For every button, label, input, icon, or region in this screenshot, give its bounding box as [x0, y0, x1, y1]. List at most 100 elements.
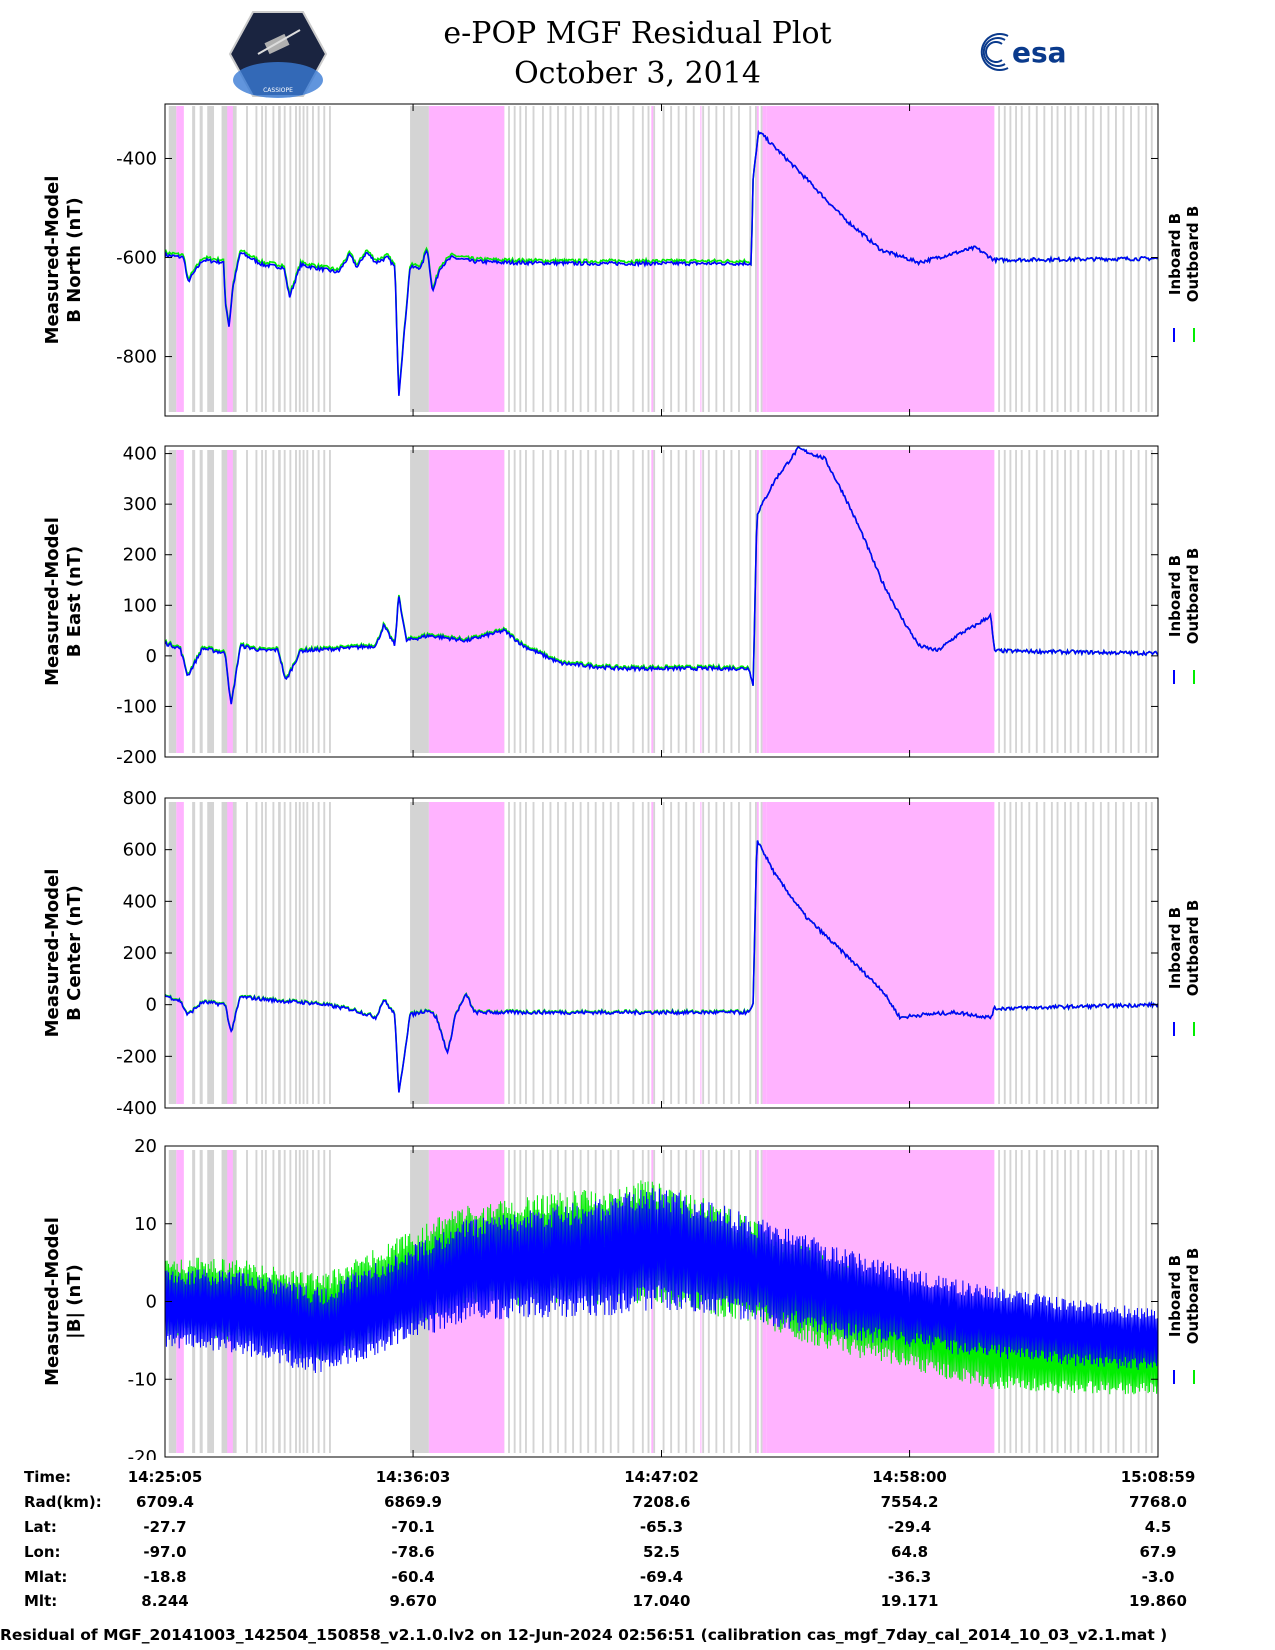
inboard-series-line	[165, 840, 1158, 1093]
gray-band	[508, 450, 510, 753]
legend: Inboard B Outboard B	[1166, 206, 1202, 342]
gray-band	[1009, 106, 1012, 412]
gray-band	[602, 106, 605, 412]
gray-band	[617, 1150, 620, 1453]
gray-band	[677, 1150, 680, 1453]
gray-band	[207, 802, 215, 1104]
info-cell: 67.9	[1139, 1543, 1177, 1561]
gray-band	[564, 1150, 567, 1453]
gray-band	[647, 106, 650, 412]
y-axis-label: Measured-Model|B| (nT)	[42, 1217, 85, 1386]
gray-band	[323, 450, 326, 753]
gray-band	[272, 106, 275, 412]
gray-band	[1056, 450, 1059, 753]
gray-band	[632, 450, 635, 753]
gray-band	[647, 1150, 650, 1453]
y-tick-label: -400	[116, 1098, 157, 1119]
panel-4: 20 10 0 -10 -20 Measured-Model|B| (nT) Inboard…	[42, 1136, 1202, 1460]
residual-chart: -400 -600 -800 Measured-ModelB North (nT) In…	[42, 103, 1202, 1460]
pink-band	[756, 802, 759, 1104]
gray-band	[1015, 802, 1018, 1104]
gray-band	[1107, 1150, 1110, 1453]
info-cell: 4.5	[1144, 1518, 1172, 1536]
gray-band	[283, 450, 286, 753]
gray-band	[1064, 450, 1067, 753]
gray-band	[998, 802, 1001, 1104]
y-tick-label: -20	[128, 1447, 157, 1460]
gray-band	[549, 1150, 552, 1453]
gray-band	[1092, 802, 1095, 1104]
gray-band	[1122, 106, 1125, 412]
info-row-label: Lat:	[24, 1518, 57, 1536]
y-tick-label: -100	[116, 696, 157, 717]
gray-band	[1145, 802, 1148, 1104]
gray-band	[192, 106, 196, 412]
gray-band	[261, 802, 264, 1104]
gray-band	[1003, 450, 1006, 753]
gray-band	[295, 802, 297, 1104]
gray-band	[317, 106, 320, 412]
gray-band	[328, 450, 331, 753]
gray-band	[587, 450, 590, 753]
y-tick-label: 800	[123, 788, 157, 809]
y-tick-label: -200	[116, 747, 157, 768]
y-tick-label: 400	[123, 444, 157, 465]
pink-band	[762, 450, 767, 753]
gray-band	[715, 106, 718, 412]
series-layer	[165, 1180, 1158, 1395]
gray-band	[295, 106, 297, 412]
gray-band	[312, 450, 314, 753]
gray-band	[207, 450, 215, 753]
info-row-label: Mlt:	[24, 1592, 58, 1610]
info-row-label: Lon:	[24, 1543, 61, 1561]
gray-band	[541, 1150, 544, 1453]
info-cell: 6869.9	[384, 1493, 442, 1511]
y-axis-label: Measured-ModelB East (nT)	[42, 517, 85, 686]
gray-band	[312, 106, 314, 412]
pink-band	[762, 1150, 767, 1453]
pink-band	[451, 802, 505, 1104]
pink-band	[700, 106, 702, 412]
gray-band	[1028, 1150, 1031, 1453]
gray-band	[594, 802, 597, 1104]
gray-band	[255, 450, 258, 753]
pink-band	[766, 450, 995, 753]
gray-band	[289, 450, 292, 753]
gray-band	[549, 802, 552, 1104]
pink-band	[756, 450, 759, 753]
gray-band	[715, 802, 718, 1104]
gray-band	[760, 106, 763, 412]
gray-band	[1077, 1150, 1080, 1453]
gray-band	[168, 802, 177, 1104]
gray-band	[722, 450, 725, 753]
gray-band	[1130, 106, 1132, 412]
gray-band	[168, 450, 177, 753]
gray-band	[1122, 450, 1125, 753]
gray-band	[662, 802, 665, 1104]
gray-band	[738, 1150, 740, 1453]
gray-band	[1069, 802, 1072, 1104]
gray-band	[1145, 450, 1148, 753]
gray-band	[730, 106, 733, 412]
pink-band	[766, 106, 995, 412]
y-tick-label: 300	[123, 494, 157, 515]
gray-band	[264, 450, 267, 753]
gray-band	[730, 450, 733, 753]
y-tick-label: 0	[146, 995, 157, 1016]
y-tick-label: 600	[123, 840, 157, 861]
gray-band	[641, 450, 644, 753]
gray-band	[702, 450, 705, 753]
gray-band	[1084, 1150, 1087, 1453]
gray-band	[1077, 802, 1080, 1104]
gray-band	[641, 802, 644, 1104]
info-cell: 19.860	[1129, 1592, 1187, 1610]
info-row-label: Rad(km):	[24, 1493, 102, 1511]
legend: Inboard B Outboard B	[1166, 548, 1202, 684]
gray-band	[1009, 450, 1012, 753]
info-cell: 52.5	[642, 1543, 680, 1561]
gray-band	[754, 450, 757, 753]
gray-band	[998, 450, 1001, 753]
pink-band	[651, 450, 654, 753]
gray-band	[1064, 106, 1067, 412]
legend-outboard-label: Outboard B	[1184, 548, 1202, 645]
